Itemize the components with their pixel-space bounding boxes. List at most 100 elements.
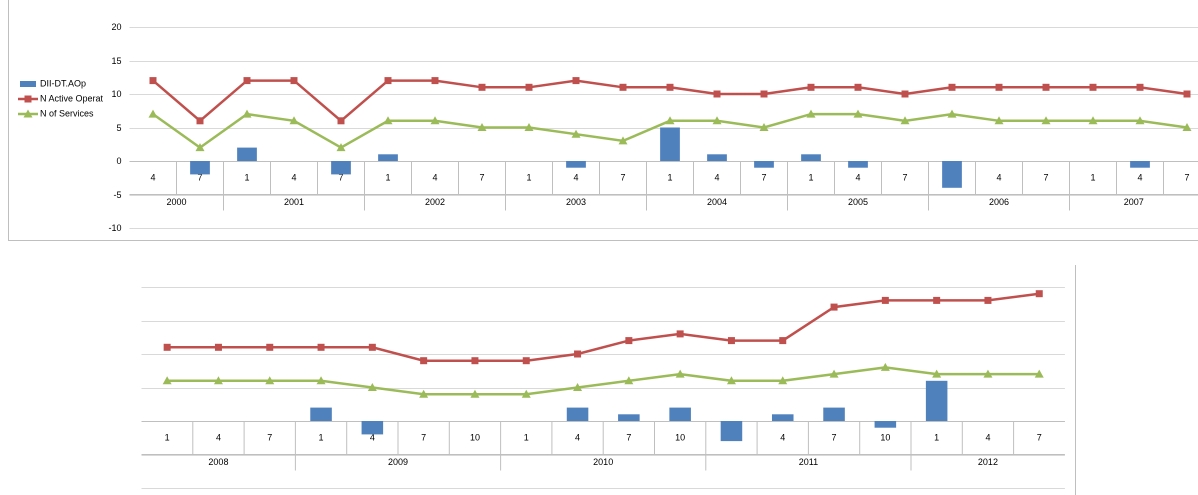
x-tick-label: 1 <box>934 432 939 442</box>
x-tick-label: 1 <box>385 172 390 182</box>
legend-label: DII-DT.AOp <box>40 78 86 88</box>
line-marker <box>242 109 252 118</box>
year-label: 2004 <box>707 197 727 207</box>
bar <box>310 407 332 421</box>
line-marker <box>521 389 531 398</box>
x-tick-label: 4 <box>985 432 990 442</box>
line-marker <box>1041 116 1051 125</box>
line-marker <box>430 116 440 125</box>
bar <box>361 421 384 435</box>
x-tick-label: 1 <box>526 172 531 182</box>
x-tick-label: 7 <box>832 432 837 442</box>
line-marker <box>853 109 863 118</box>
bar <box>378 154 398 161</box>
x-tick-label: 4 <box>1137 172 1142 182</box>
line-marker <box>149 77 157 85</box>
x-tick-label: 4 <box>370 432 375 442</box>
year-label: 2005 <box>848 197 868 207</box>
y-tick-label: 5 <box>116 123 121 133</box>
bar <box>707 154 727 161</box>
line-marker <box>265 376 275 385</box>
year-label: 2012 <box>978 457 998 467</box>
line-marker <box>1136 83 1144 91</box>
x-tick-label: 1 <box>524 432 529 442</box>
line-marker <box>1035 290 1043 298</box>
year-label: 2002 <box>425 197 445 207</box>
x-tick-label: 1 <box>667 172 672 182</box>
x-tick-label: 4 <box>714 172 719 182</box>
x-tick-label: 4 <box>291 172 296 182</box>
line-marker <box>618 136 628 145</box>
y-tick-label: 0 <box>116 156 121 166</box>
line-marker <box>266 343 274 351</box>
line-marker <box>995 83 1003 91</box>
legend-label: N of Services <box>40 108 94 118</box>
line-marker <box>1135 116 1145 125</box>
line-marker <box>713 90 721 98</box>
x-tick-label: 1 <box>808 172 813 182</box>
year-label: 2006 <box>989 197 1009 207</box>
line-marker <box>625 337 633 345</box>
line-marker <box>675 369 685 378</box>
y-tick-label: -5 <box>113 190 121 200</box>
line-marker <box>1042 83 1050 91</box>
line-marker <box>522 357 530 365</box>
year-label: 2007 <box>1124 197 1144 207</box>
line-marker <box>932 369 942 378</box>
y-tick-label: -10 <box>108 223 121 233</box>
line-marker <box>524 123 534 131</box>
line-marker <box>337 117 345 125</box>
year-label: 2001 <box>284 197 304 207</box>
line-marker <box>478 83 486 91</box>
x-tick-label: 7 <box>902 172 907 182</box>
x-tick-label: 7 <box>197 172 202 182</box>
bar <box>237 147 257 161</box>
line-marker <box>619 83 627 91</box>
line-marker <box>367 383 377 391</box>
line-marker <box>948 83 956 91</box>
line-marker <box>901 90 909 98</box>
line-marker <box>290 77 298 85</box>
x-tick-label: 10 <box>470 432 480 442</box>
line-marker <box>666 83 674 91</box>
x-tick-label: 4 <box>216 432 221 442</box>
bar <box>1130 161 1150 168</box>
legend-swatch <box>20 81 36 87</box>
x-tick-label: 7 <box>479 172 484 182</box>
line-marker <box>760 90 768 98</box>
bar <box>190 161 210 175</box>
bar <box>720 421 743 442</box>
series-line <box>167 366 1040 396</box>
year-label: 2003 <box>566 197 586 207</box>
x-tick-label: 7 <box>620 172 625 182</box>
line-marker <box>23 109 33 118</box>
line-marker <box>880 362 890 371</box>
line-marker <box>726 376 736 385</box>
line-marker <box>24 95 32 103</box>
line-marker <box>289 116 299 125</box>
line-marker <box>196 117 204 125</box>
year-label: 2000 <box>166 197 186 207</box>
line-marker <box>571 129 581 138</box>
x-tick-label: 1 <box>165 432 170 442</box>
x-tick-label: 10 <box>675 432 685 442</box>
line-marker <box>243 77 251 85</box>
bar <box>566 161 586 168</box>
x-tick-label: 1 <box>319 432 324 442</box>
bar <box>823 407 845 421</box>
line-marker <box>665 116 675 125</box>
bar <box>801 154 821 161</box>
y-tick-label: 15 <box>111 56 121 66</box>
line-marker <box>727 337 735 345</box>
line-marker <box>1089 83 1097 91</box>
legend-label: N Active Operat <box>40 93 104 103</box>
x-tick-label: 4 <box>996 172 1001 182</box>
bar <box>669 407 691 421</box>
line-marker <box>1034 369 1044 378</box>
line-marker <box>1183 90 1191 98</box>
year-label: 2010 <box>593 457 613 467</box>
line-marker <box>470 389 480 398</box>
line-marker <box>807 83 815 91</box>
line-marker <box>806 109 816 118</box>
